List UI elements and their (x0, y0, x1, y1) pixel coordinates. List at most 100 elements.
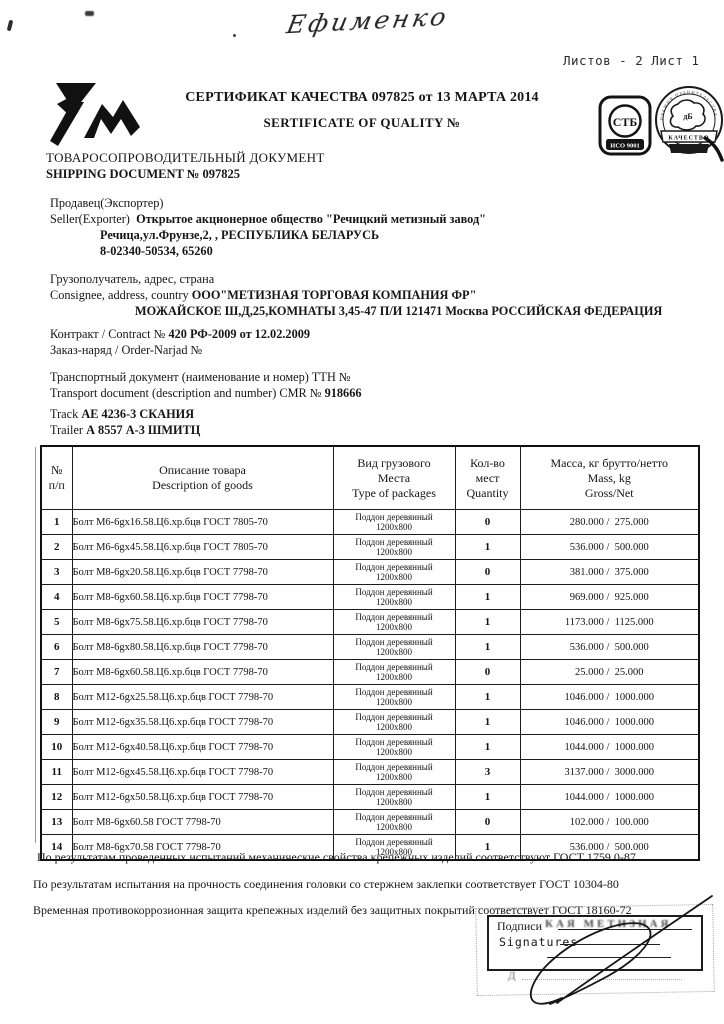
table-row: 13 Болт М8-6gх60.58 ГОСТ 7798-70 Поддон … (40, 809, 700, 835)
mass-cell: 1046.000 / 1000.000 (519, 684, 700, 710)
stb-iso-seal: СТБ ИСО 9001 (598, 95, 652, 156)
doc-title-ru: ТОВАРОСОПРОВОДИТЕЛЬНЫЙ ДОКУМЕНТ (46, 150, 325, 165)
table-row: 7 Болт М8-6gх60.58.Ц6.хр.бцв ГОСТ 7798-7… (40, 659, 700, 685)
signature-box (487, 915, 703, 971)
table-row: 10 Болт М12-6gх40.58.Ц6.хр.бцв ГОСТ 7798… (40, 734, 700, 760)
scan-artifact (233, 34, 236, 37)
col-header-mass: Масса, кг брутто/нетто Mass, kg Gross/Ne… (519, 445, 700, 510)
seller-label-ru: Продавец(Экспортер) (50, 196, 164, 210)
handwritten-signature (462, 878, 724, 1024)
quantity-cell: 0 (454, 509, 521, 535)
description-cell: Болт М8-6gх70.58 ГОСТ 7798-70 (71, 834, 334, 861)
description-cell: Болт М12-6gх40.58.Ц6.хр.бцв ГОСТ 7798-70 (71, 734, 334, 760)
package-cell: Поддон деревянный 1200х800 (332, 734, 456, 760)
row-number-cell: 14 (40, 834, 73, 861)
seller-company: Открытое акционерное общество "Речицкий … (136, 212, 487, 226)
consignee-label-ru: Грузополучатель, адрес, страна (50, 272, 215, 286)
description-cell: Болт М12-6gх45.58.Ц6.хр.бцв ГОСТ 7798-70 (71, 759, 334, 785)
row-number-cell: 1 (40, 509, 73, 535)
description-cell: Болт М6-6gх45.58.Ц6.хр.бцв ГОСТ 7805-70 (71, 534, 334, 560)
description-cell: Болт М8-6gх60.58.Ц6.хр.бцв ГОСТ 7798-70 (71, 659, 334, 685)
track-line: Track АЕ 4236-3 СКАНИЯ (50, 407, 195, 421)
quantity-cell: 1 (454, 734, 521, 760)
package-cell: Поддон деревянный 1200х800 (332, 834, 456, 861)
package-cell: Поддон деревянный 1200х800 (332, 659, 456, 685)
quantity-cell: 3 (454, 759, 521, 785)
mass-cell: 969.000 / 925.000 (519, 584, 700, 610)
quantity-cell: 0 (454, 659, 521, 685)
table-row: 1 Болт М6-6gх16.58.Ц6.хр.бцв ГОСТ 7805-7… (40, 509, 700, 535)
scan-artifact (6, 19, 14, 32)
mass-cell: 381.000 / 375.000 (519, 559, 700, 585)
row-number-cell: 10 (40, 734, 73, 760)
mass-cell: 280.000 / 275.000 (519, 509, 700, 535)
description-cell: Болт М8-6gх60.58 ГОСТ 7798-70 (71, 809, 334, 835)
note-mechanical-properties: По результатам проведенных испытаний мех… (37, 850, 636, 864)
table-row: 3 Болт М8-6gх20.58.Ц6.хр.бцв ГОСТ 7798-7… (40, 559, 700, 585)
package-cell: Поддон деревянный 1200х800 (332, 609, 456, 635)
svg-text:дБ: дБ (683, 112, 692, 121)
col-header-num: № п/п (40, 445, 73, 510)
signature-line (560, 944, 660, 945)
mass-cell: 1044.000 / 1000.000 (519, 784, 700, 810)
description-cell: Болт М8-6gх60.58.Ц6.хр.бцв ГОСТ 7798-70 (71, 584, 334, 610)
description-cell: Болт М6-6gх16.58.Ц6.хр.бцв ГОСТ 7805-70 (71, 509, 334, 535)
quantity-cell: 0 (454, 809, 521, 835)
row-number-cell: 11 (40, 759, 73, 785)
row-number-cell: 2 (40, 534, 73, 560)
quantity-cell: 1 (454, 634, 521, 660)
mass-cell: 1044.000 / 1000.000 (519, 734, 700, 760)
description-cell: Болт М8-6gх20.58.Ц6.хр.бцв ГОСТ 7798-70 (71, 559, 334, 585)
description-cell: Болт М12-6gх35.58.Ц6.хр.бцв ГОСТ 7798-70 (71, 709, 334, 735)
row-number-cell: 13 (40, 809, 73, 835)
package-cell: Поддон деревянный 1200х800 (332, 584, 456, 610)
mass-cell: 102.000 / 100.000 (519, 809, 700, 835)
mass-cell: 1046.000 / 1000.000 (519, 709, 700, 735)
sheet-info: Листов - 2 Лист 1 (563, 53, 700, 68)
certificate-title-ru: СЕРТИФИКАТ КАЧЕСТВА 097825 от 13 МАРТА 2… (185, 90, 539, 105)
package-cell: Поддон деревянный 1200х800 (332, 759, 456, 785)
col-header-package: Вид грузового Места Type of packages (332, 445, 456, 510)
note-strength-test: По результатам испытания на прочность со… (33, 877, 619, 891)
signature-label-ru: Подписи (497, 919, 543, 933)
consignee-company: ООО"МЕТИЗНАЯ ТОРГОВАЯ КОМПАНИЯ ФР" (191, 288, 477, 302)
goods-table-body: 1 Болт М6-6gх16.58.Ц6.хр.бцв ГОСТ 7805-7… (40, 509, 700, 861)
quality-seals: СТБ ИСО 9001 ПРЕМИЯ ПРАВИТЕЛЬСТВА дБ КАЧ… (597, 84, 724, 167)
col-header-description: Описание товара Description of goods (71, 445, 334, 510)
row-number-cell: 12 (40, 784, 73, 810)
table-row: 8 Болт М12-6gх25.58.Ц6.хр.бцв ГОСТ 7798-… (40, 684, 700, 710)
table-row: 2 Болт М6-6gх45.58.Ц6.хр.бцв ГОСТ 7805-7… (40, 534, 700, 560)
quantity-cell: 1 (454, 534, 521, 560)
consignee-address: МОЖАЙСКОЕ Ш,Д,25,КОМНАТЫ 3,45-47 П/И 121… (135, 304, 663, 318)
quantity-cell: 0 (454, 559, 521, 585)
quantity-cell: 1 (454, 684, 521, 710)
cmr-number: 918666 (324, 386, 362, 400)
row-number-cell: 4 (40, 584, 73, 610)
package-cell: Поддон деревянный 1200х800 (332, 534, 456, 560)
package-cell: Поддон деревянный 1200х800 (332, 709, 456, 735)
certificate-title-en: SERTIFICATE OF QUALITY № (263, 115, 461, 130)
package-cell: Поддон деревянный 1200х800 (332, 784, 456, 810)
table-row: 12 Болт М12-6gх50.58.Ц6.хр.бцв ГОСТ 7798… (40, 784, 700, 810)
quantity-cell: 1 (454, 609, 521, 635)
table-row: 6 Болт М8-6gх80.58.Ц6.хр.бцв ГОСТ 7798-7… (40, 634, 700, 660)
mass-cell: 536.000 / 500.000 (519, 634, 700, 660)
scan-artifact-line (35, 447, 36, 843)
mass-cell: 25.000 / 25.000 (519, 659, 700, 685)
row-number-cell: 8 (40, 684, 73, 710)
package-cell: Поддон деревянный 1200х800 (332, 559, 456, 585)
goods-table: № п/п Описание товара Description of goo… (40, 445, 700, 861)
contract-line: Контракт / Contract № 420 РФ-2009 от 12.… (50, 327, 311, 341)
row-number-cell: 3 (40, 559, 73, 585)
stamp-text-fragment-2: Д (508, 970, 516, 982)
mass-cell: 536.000 / 500.000 (519, 534, 700, 560)
mass-cell: 536.000 / 500.000 (519, 834, 700, 861)
contract-number: 420 РФ-2009 от 12.02.2009 (168, 327, 311, 341)
signature-label-en: Signatures (499, 935, 579, 949)
table-row: 4 Болт М8-6gх60.58.Ц6.хр.бцв ГОСТ 7798-7… (40, 584, 700, 610)
signature-line (547, 957, 671, 958)
row-number-cell: 9 (40, 709, 73, 735)
svg-text:ИСО 9001: ИСО 9001 (610, 143, 639, 150)
mass-cell: 3137.000 / 3000.000 (519, 759, 700, 785)
track-number: АЕ 4236-3 СКАНИЯ (81, 407, 195, 421)
